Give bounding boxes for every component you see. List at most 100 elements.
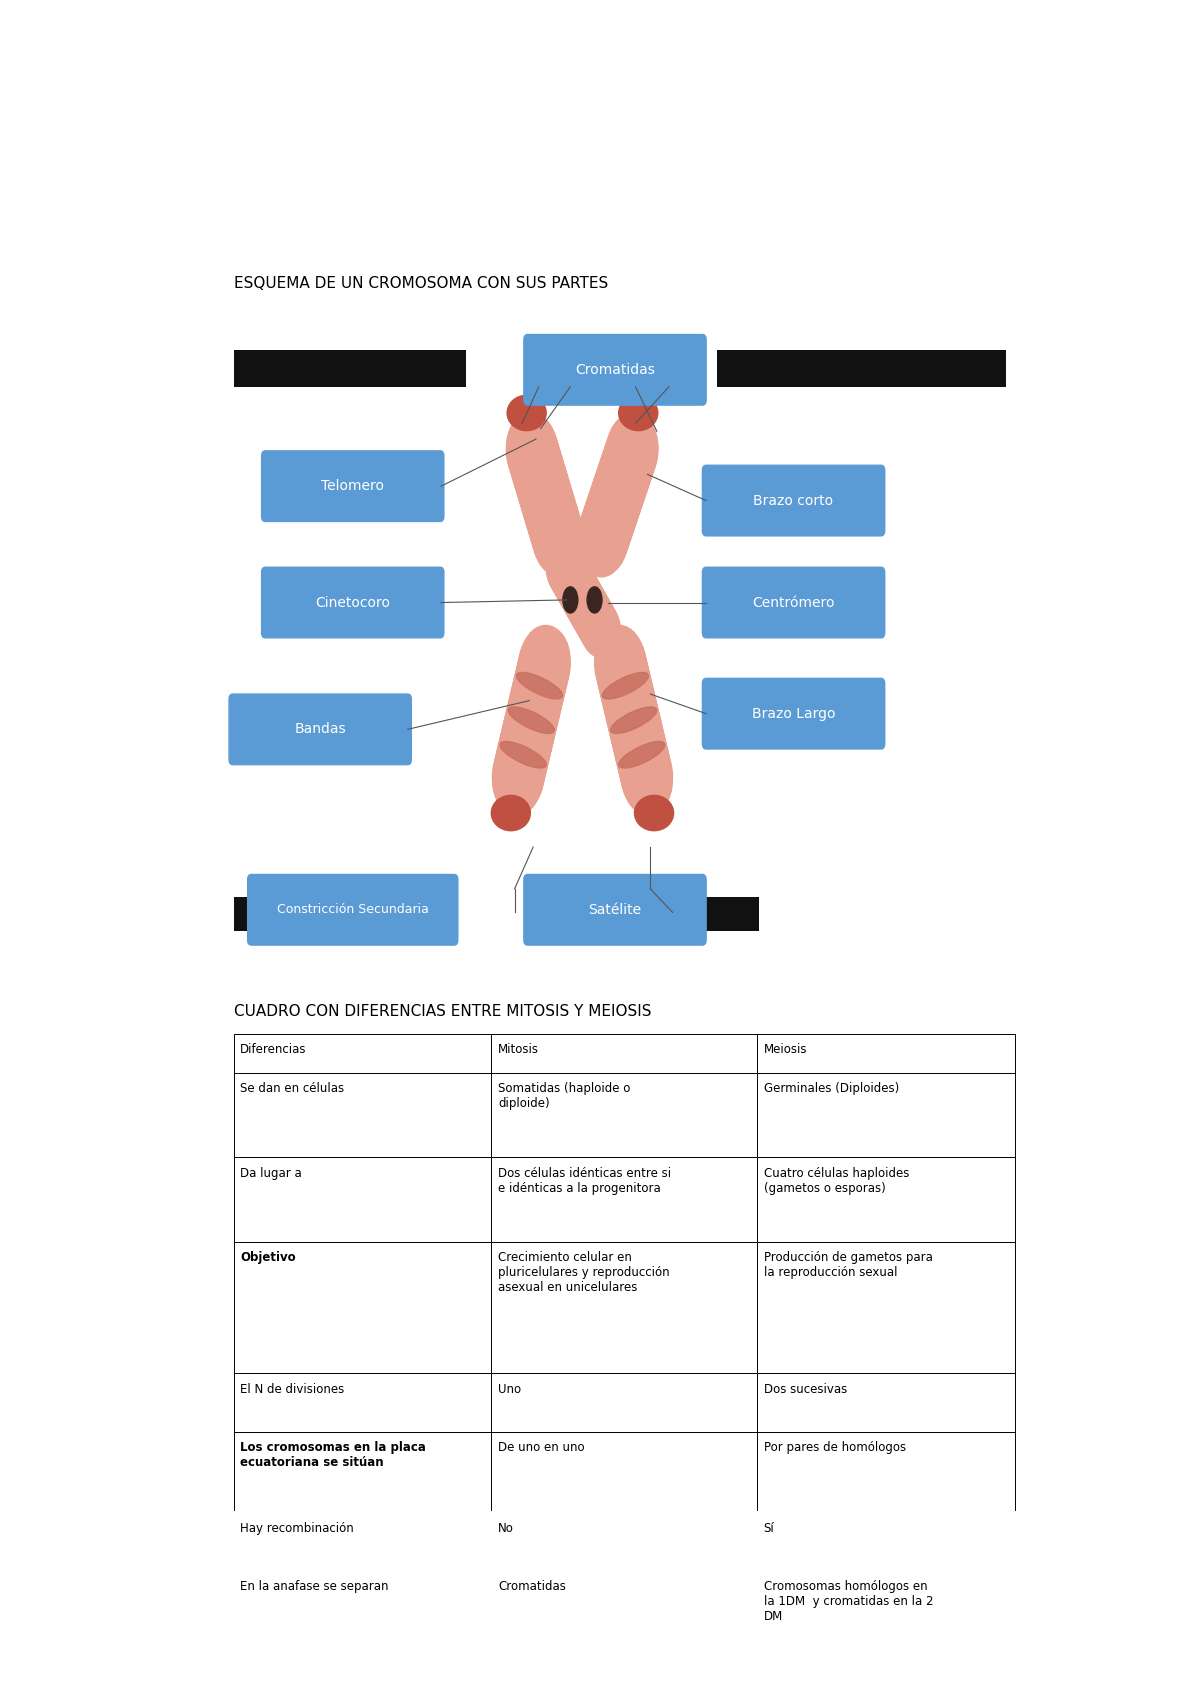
Text: Objetivo: Objetivo (240, 1251, 296, 1263)
Circle shape (535, 633, 560, 667)
Circle shape (522, 428, 534, 445)
Circle shape (514, 650, 565, 723)
FancyBboxPatch shape (262, 452, 444, 521)
Circle shape (606, 418, 656, 489)
Circle shape (575, 589, 613, 645)
Circle shape (497, 722, 548, 795)
Circle shape (516, 642, 566, 713)
Text: Uno: Uno (498, 1382, 521, 1396)
Circle shape (595, 625, 643, 694)
Circle shape (511, 418, 548, 469)
Circle shape (532, 499, 583, 572)
Bar (757, 1696, 1015, 1698)
Text: De uno en uno: De uno en uno (498, 1442, 584, 1453)
Text: Cromosomas homólogos en
la 1DM  y cromatidas en la 2
DM: Cromosomas homólogos en la 1DM y cromati… (763, 1581, 934, 1623)
Circle shape (646, 786, 658, 803)
Circle shape (516, 447, 568, 518)
Circle shape (528, 630, 565, 681)
Circle shape (506, 683, 558, 754)
Circle shape (511, 428, 562, 501)
Circle shape (605, 633, 629, 667)
Circle shape (503, 696, 554, 767)
Bar (234, 350, 466, 387)
Text: Centrómero: Centrómero (752, 596, 835, 610)
Ellipse shape (635, 795, 673, 830)
Circle shape (542, 521, 578, 572)
Text: Meiosis: Meiosis (763, 1043, 808, 1056)
Text: Dos células idénticas entre si
e idénticas a la progenitora: Dos células idénticas entre si e idéntic… (498, 1167, 671, 1195)
Text: Cinetocoro: Cinetocoro (316, 596, 390, 610)
Ellipse shape (587, 588, 602, 613)
Bar (234, 1696, 492, 1698)
Circle shape (580, 599, 619, 655)
Text: En la anafase se separan: En la anafase se separan (240, 1581, 389, 1593)
Circle shape (516, 423, 541, 457)
Bar (492, 1513, 757, 1571)
Circle shape (506, 414, 558, 486)
Circle shape (506, 413, 556, 481)
Circle shape (493, 735, 545, 808)
Circle shape (562, 569, 601, 623)
Circle shape (571, 586, 611, 640)
Circle shape (542, 638, 554, 655)
Circle shape (526, 479, 577, 550)
Circle shape (521, 460, 571, 533)
Bar (757, 1158, 1015, 1241)
Circle shape (600, 630, 636, 681)
FancyBboxPatch shape (702, 465, 884, 537)
Circle shape (492, 747, 541, 815)
Circle shape (592, 545, 604, 562)
Circle shape (602, 659, 653, 732)
Circle shape (528, 486, 578, 557)
Circle shape (511, 431, 563, 504)
Ellipse shape (509, 706, 554, 734)
Circle shape (610, 691, 661, 762)
Bar (492, 1374, 757, 1431)
Circle shape (608, 686, 660, 759)
Circle shape (605, 669, 655, 740)
Text: Bandas: Bandas (294, 722, 346, 737)
Circle shape (631, 428, 643, 445)
Bar (492, 1241, 757, 1374)
Circle shape (612, 700, 662, 773)
Circle shape (492, 740, 544, 812)
Text: Crecimiento celular en
pluricelulares y reproducción
asexual en unicelulares: Crecimiento celular en pluricelulares y … (498, 1251, 670, 1294)
Circle shape (500, 705, 552, 776)
Text: CUADRO CON DIFERENCIAS ENTRE MITOSIS Y MEIOSIS: CUADRO CON DIFERENCIAS ENTRE MITOSIS Y M… (234, 1004, 652, 1019)
Circle shape (598, 443, 648, 514)
Ellipse shape (602, 672, 648, 700)
Text: Dos sucesivas: Dos sucesivas (763, 1382, 847, 1396)
Circle shape (617, 418, 653, 469)
Circle shape (583, 606, 620, 659)
Circle shape (595, 450, 646, 521)
Text: Satélite: Satélite (588, 903, 642, 917)
Text: Diferencias: Diferencias (240, 1043, 307, 1056)
Circle shape (601, 633, 611, 645)
Circle shape (614, 713, 666, 784)
Circle shape (606, 678, 658, 749)
Circle shape (600, 436, 650, 508)
Circle shape (616, 718, 667, 790)
Circle shape (551, 548, 589, 604)
Bar (234, 1513, 492, 1571)
Ellipse shape (491, 795, 530, 830)
Circle shape (548, 543, 587, 599)
Circle shape (522, 467, 574, 540)
Circle shape (581, 492, 631, 564)
Circle shape (508, 786, 520, 803)
Circle shape (595, 623, 614, 650)
Circle shape (502, 700, 553, 773)
Circle shape (601, 655, 653, 727)
Circle shape (557, 559, 595, 613)
Text: Da lugar a: Da lugar a (240, 1167, 302, 1180)
Circle shape (557, 545, 569, 562)
Circle shape (494, 732, 546, 803)
Circle shape (599, 647, 650, 718)
Circle shape (566, 576, 605, 630)
Bar (234, 1034, 492, 1073)
Text: Hay recombinación: Hay recombinación (240, 1521, 354, 1535)
Circle shape (593, 457, 643, 528)
Circle shape (530, 496, 582, 567)
Circle shape (631, 759, 667, 812)
Circle shape (515, 647, 566, 718)
